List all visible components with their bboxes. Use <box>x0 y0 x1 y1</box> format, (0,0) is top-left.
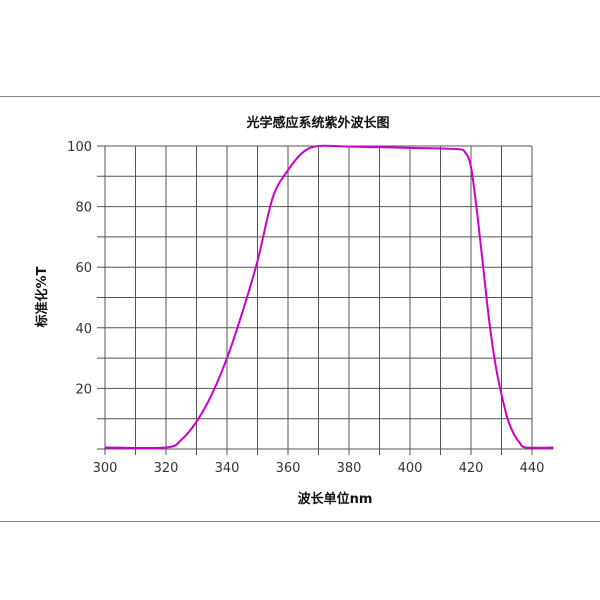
x-axis-label: 波长单位nm <box>298 491 373 507</box>
bottom-divider <box>0 521 600 522</box>
y-tick-label: 100 <box>67 140 92 155</box>
transmission-curve <box>104 144 554 450</box>
y-tick-label: 80 <box>75 201 92 216</box>
x-tick-label: 360 <box>276 461 301 476</box>
y-tick-label: 40 <box>75 322 92 337</box>
x-tick-label: 340 <box>215 461 240 476</box>
chart-title: 光学感应系统紫外波长图 <box>245 115 389 131</box>
x-tick-label: 440 <box>520 461 545 476</box>
x-tick-label: 300 <box>93 461 118 476</box>
y-tick-label: 20 <box>75 382 92 397</box>
x-tick-label: 320 <box>154 461 179 476</box>
y-axis-label: 标准化%T <box>34 266 50 328</box>
top-divider <box>0 96 600 97</box>
x-tick-label: 420 <box>459 461 484 476</box>
x-tick-label: 380 <box>337 461 362 476</box>
x-tick-label: 400 <box>398 461 423 476</box>
y-tick-label: 60 <box>75 261 92 276</box>
